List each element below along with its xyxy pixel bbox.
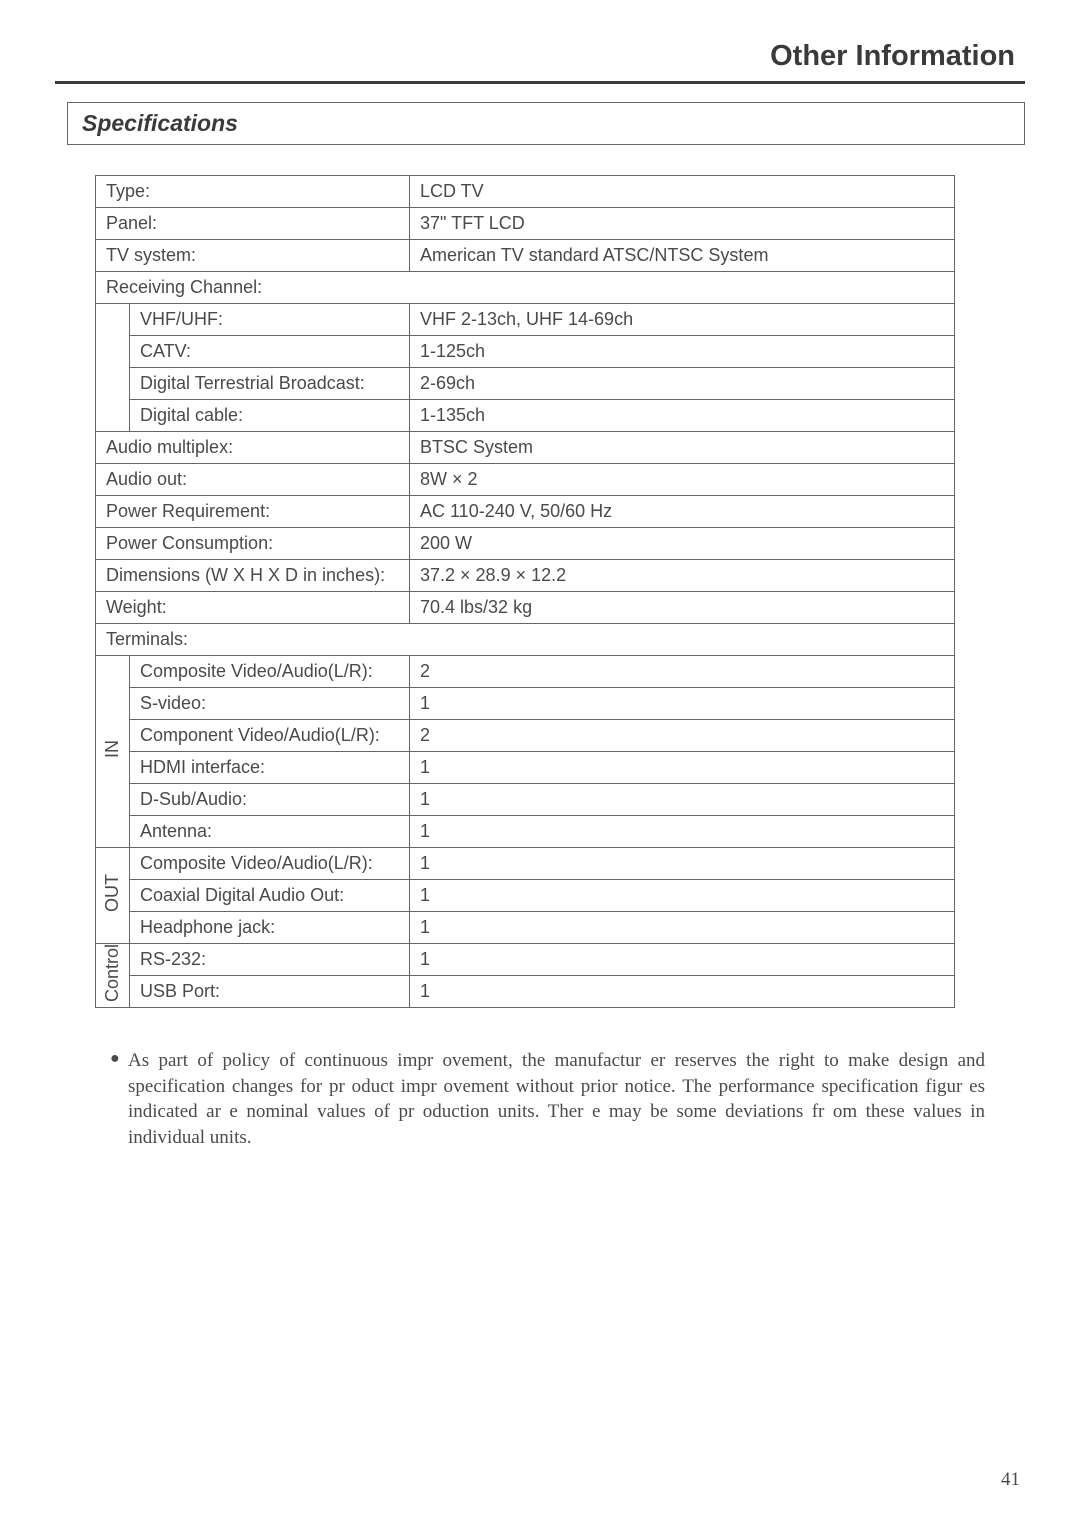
spec-label: Coaxial Digital Audio Out: bbox=[130, 880, 410, 912]
spec-value: 2-69ch bbox=[410, 368, 955, 400]
table-row: USB Port: 1 bbox=[96, 976, 955, 1008]
table-row: TV system: American TV standard ATSC/NTS… bbox=[96, 240, 955, 272]
table-row: Digital Terrestrial Broadcast: 2-69ch bbox=[96, 368, 955, 400]
spec-label: Weight: bbox=[96, 592, 410, 624]
spec-value: 1 bbox=[410, 976, 955, 1008]
page: Other Information Specifications Type: L… bbox=[0, 0, 1080, 1527]
table-row: Control RS-232: 1 bbox=[96, 944, 955, 976]
spec-value: 70.4 lbs/32 kg bbox=[410, 592, 955, 624]
spec-label: USB Port: bbox=[130, 976, 410, 1008]
footnote-text: As part of policy of continuous impr ove… bbox=[128, 1048, 985, 1151]
spec-value: 1 bbox=[410, 848, 955, 880]
spec-value: 1-125ch bbox=[410, 336, 955, 368]
spec-label: Antenna: bbox=[130, 816, 410, 848]
spec-value: LCD TV bbox=[410, 176, 955, 208]
table-row: Coaxial Digital Audio Out: 1 bbox=[96, 880, 955, 912]
spec-label: Receiving Channel: bbox=[96, 272, 955, 304]
table-row: Audio multiplex: BTSC System bbox=[96, 432, 955, 464]
table-row: Dimensions (W X H X D in inches): 37.2 ×… bbox=[96, 560, 955, 592]
spec-label: CATV: bbox=[130, 336, 410, 368]
spec-label: Digital cable: bbox=[130, 400, 410, 432]
spec-value: AC 110-240 V, 50/60 Hz bbox=[410, 496, 955, 528]
spec-label: Component Video/Audio(L/R): bbox=[130, 720, 410, 752]
table-row: Digital cable: 1-135ch bbox=[96, 400, 955, 432]
spec-label: TV system: bbox=[96, 240, 410, 272]
spec-label: Panel: bbox=[96, 208, 410, 240]
spec-value: 37.2 × 28.9 × 12.2 bbox=[410, 560, 955, 592]
spec-value: 1 bbox=[410, 784, 955, 816]
bullet-icon: ● bbox=[110, 1048, 128, 1151]
table-row: Audio out: 8W × 2 bbox=[96, 464, 955, 496]
specifications-table: Type: LCD TV Panel: 37" TFT LCD TV syste… bbox=[95, 175, 955, 1008]
spec-label: Terminals: bbox=[96, 624, 955, 656]
table-row: Component Video/Audio(L/R): 2 bbox=[96, 720, 955, 752]
spec-value: 1 bbox=[410, 944, 955, 976]
table-row: D-Sub/Audio: 1 bbox=[96, 784, 955, 816]
table-row: HDMI interface: 1 bbox=[96, 752, 955, 784]
spec-label: Type: bbox=[96, 176, 410, 208]
spec-label: VHF/UHF: bbox=[130, 304, 410, 336]
spec-value: 8W × 2 bbox=[410, 464, 955, 496]
group-control-label: Control bbox=[96, 944, 130, 1008]
table-row: S-video: 1 bbox=[96, 688, 955, 720]
table-row: Power Requirement: AC 110-240 V, 50/60 H… bbox=[96, 496, 955, 528]
footnote: ● As part of policy of continuous impr o… bbox=[110, 1048, 985, 1151]
spec-label: Composite Video/Audio(L/R): bbox=[130, 848, 410, 880]
spec-label: Audio multiplex: bbox=[96, 432, 410, 464]
spec-value: American TV standard ATSC/NTSC System bbox=[410, 240, 955, 272]
spec-label: Headphone jack: bbox=[130, 912, 410, 944]
spec-label: HDMI interface: bbox=[130, 752, 410, 784]
section-heading-box: Specifications bbox=[67, 102, 1025, 145]
spec-value: 1 bbox=[410, 912, 955, 944]
table-row: OUT Composite Video/Audio(L/R): 1 bbox=[96, 848, 955, 880]
spec-value: 1-135ch bbox=[410, 400, 955, 432]
group-in-label: IN bbox=[96, 656, 130, 848]
table-row: Type: LCD TV bbox=[96, 176, 955, 208]
table-row: VHF/UHF: VHF 2-13ch, UHF 14-69ch bbox=[96, 304, 955, 336]
spec-value: VHF 2-13ch, UHF 14-69ch bbox=[410, 304, 955, 336]
table-row: Power Consumption: 200 W bbox=[96, 528, 955, 560]
spec-value: BTSC System bbox=[410, 432, 955, 464]
spec-value: 1 bbox=[410, 880, 955, 912]
spec-value: 1 bbox=[410, 816, 955, 848]
indent-cell bbox=[96, 304, 130, 432]
table-row: Weight: 70.4 lbs/32 kg bbox=[96, 592, 955, 624]
group-out-label: OUT bbox=[96, 848, 130, 944]
spec-label: D-Sub/Audio: bbox=[130, 784, 410, 816]
spec-label: Audio out: bbox=[96, 464, 410, 496]
spec-label: Composite Video/Audio(L/R): bbox=[130, 656, 410, 688]
table-row: IN Composite Video/Audio(L/R): 2 bbox=[96, 656, 955, 688]
page-number: 41 bbox=[1001, 1469, 1020, 1491]
section-heading: Specifications bbox=[82, 110, 238, 136]
spec-value: 1 bbox=[410, 688, 955, 720]
spec-label: Dimensions (W X H X D in inches): bbox=[96, 560, 410, 592]
table-row: Headphone jack: 1 bbox=[96, 912, 955, 944]
spec-value: 2 bbox=[410, 656, 955, 688]
page-title: Other Information bbox=[55, 40, 1025, 84]
table-row: Panel: 37" TFT LCD bbox=[96, 208, 955, 240]
spec-value: 200 W bbox=[410, 528, 955, 560]
spec-label: RS-232: bbox=[130, 944, 410, 976]
spec-value: 37" TFT LCD bbox=[410, 208, 955, 240]
spec-value: 2 bbox=[410, 720, 955, 752]
spec-label: Digital Terrestrial Broadcast: bbox=[130, 368, 410, 400]
table-row: Terminals: bbox=[96, 624, 955, 656]
table-row: Antenna: 1 bbox=[96, 816, 955, 848]
spec-label: Power Requirement: bbox=[96, 496, 410, 528]
table-row: Receiving Channel: bbox=[96, 272, 955, 304]
spec-value: 1 bbox=[410, 752, 955, 784]
spec-label: S-video: bbox=[130, 688, 410, 720]
spec-label: Power Consumption: bbox=[96, 528, 410, 560]
table-row: CATV: 1-125ch bbox=[96, 336, 955, 368]
